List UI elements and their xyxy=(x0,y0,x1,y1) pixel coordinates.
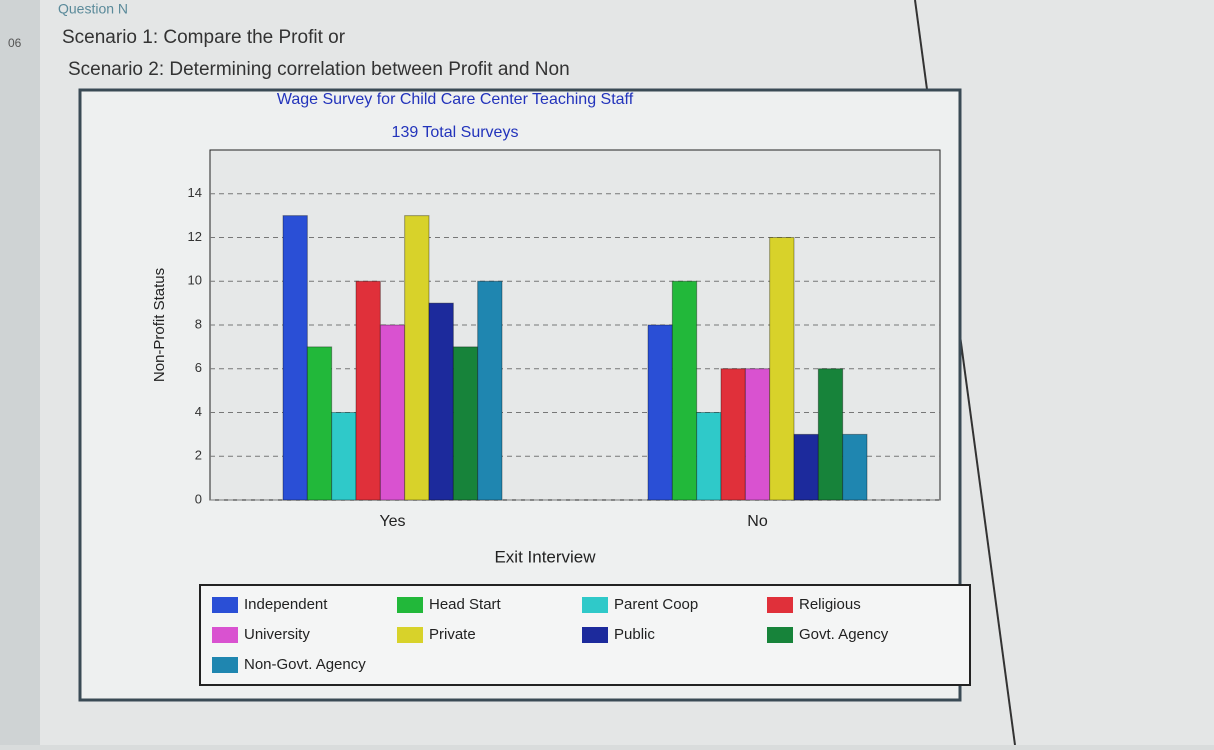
legend-swatch xyxy=(212,657,238,673)
bar xyxy=(671,280,698,501)
bar xyxy=(428,302,454,501)
y-tick-label: 10 xyxy=(188,273,202,288)
question-number: 06 xyxy=(8,36,22,50)
x-axis-label: Exit Interview xyxy=(494,547,596,566)
y-tick-label: 4 xyxy=(195,404,202,419)
legend-swatch xyxy=(212,597,238,613)
side-gutter xyxy=(0,0,40,745)
legend-label: Non-Govt. Agency xyxy=(244,656,366,673)
y-tick-label: 8 xyxy=(195,316,202,331)
legend-swatch xyxy=(582,627,608,643)
bar xyxy=(720,368,746,501)
x-tick-label: No xyxy=(747,513,768,530)
chart-title: Wage Survey for Child Care Center Teachi… xyxy=(277,91,634,108)
legend-label: Govt. Agency xyxy=(799,626,889,643)
bar xyxy=(404,215,430,501)
bar xyxy=(842,433,868,501)
y-tick-label: 6 xyxy=(195,360,202,375)
y-tick-label: 14 xyxy=(188,185,202,200)
legend-swatch xyxy=(212,627,238,643)
legend-label: Religious xyxy=(799,596,861,613)
bar xyxy=(331,412,357,501)
legend-label: Private xyxy=(429,626,476,643)
legend-swatch xyxy=(397,597,423,613)
bar xyxy=(477,280,503,501)
bar xyxy=(769,237,795,501)
bar xyxy=(793,433,819,501)
legend-swatch xyxy=(397,627,423,643)
bar xyxy=(696,412,722,501)
bar xyxy=(452,346,479,501)
y-axis-label: Non-Profit Status xyxy=(151,268,168,382)
question-label: Question N xyxy=(58,1,128,17)
x-tick-label: Yes xyxy=(379,513,405,530)
bar xyxy=(282,215,308,501)
bar xyxy=(647,324,673,501)
y-tick-label: 0 xyxy=(195,491,202,506)
bar xyxy=(744,368,771,501)
scenario-2: Scenario 2: Determining correlation betw… xyxy=(68,59,570,80)
chart-subtitle: 139 Total Surveys xyxy=(392,124,519,141)
bar xyxy=(817,368,844,501)
bar xyxy=(379,324,406,501)
bar xyxy=(306,346,333,501)
legend-swatch xyxy=(767,627,793,643)
y-tick-label: 12 xyxy=(188,229,202,244)
scenario-1: Scenario 1: Compare the Profit or xyxy=(62,27,346,48)
bar xyxy=(355,280,381,501)
y-tick-label: 2 xyxy=(195,448,202,463)
legend-label: Independent xyxy=(244,596,328,613)
legend-swatch xyxy=(582,597,608,613)
legend-label: University xyxy=(244,626,310,643)
legend-label: Public xyxy=(614,626,655,643)
legend-label: Head Start xyxy=(429,596,502,613)
legend-label: Parent Coop xyxy=(614,596,698,613)
legend-swatch xyxy=(767,597,793,613)
